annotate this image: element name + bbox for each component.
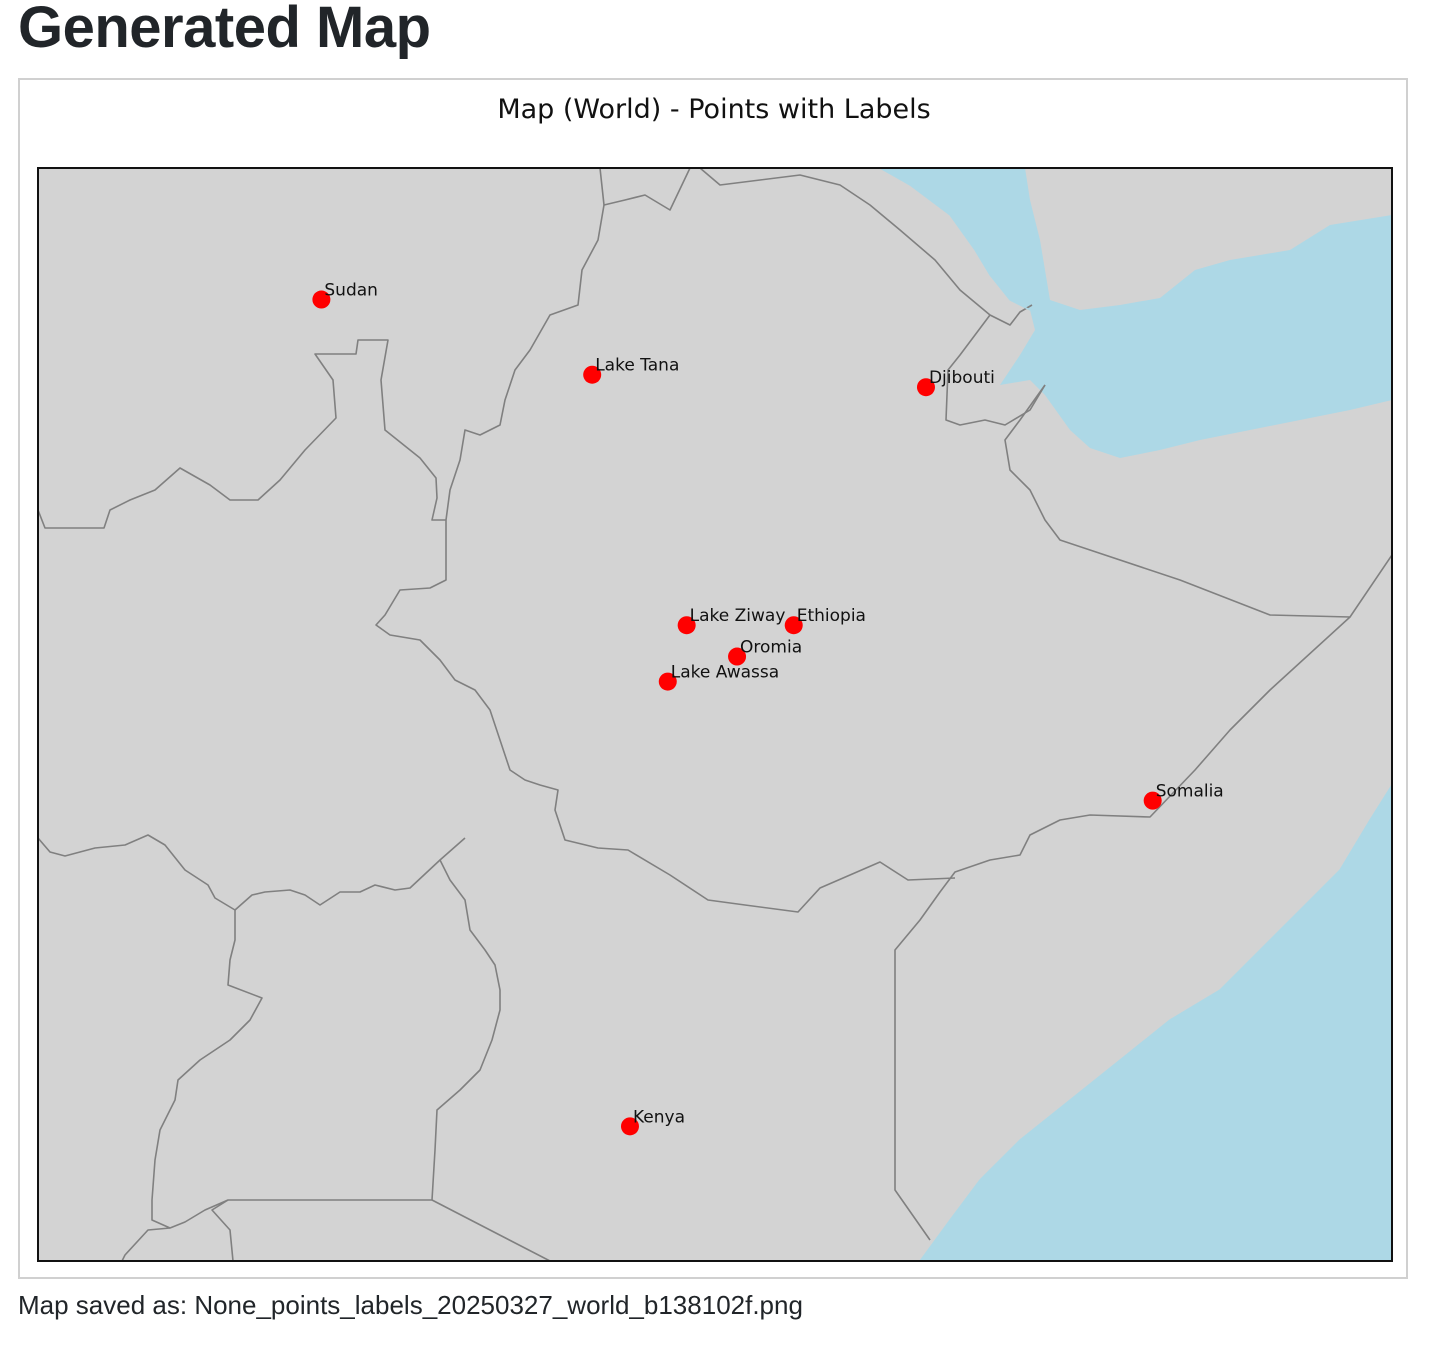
point-label-djibouti: Djibouti: [929, 368, 995, 388]
country-borders: [38, 168, 1392, 1261]
saved-caption: Map saved as: None_points_labels_2025032…: [18, 1290, 803, 1320]
point-label-lake-tana: Lake Tana: [595, 356, 679, 376]
map-area: [38, 168, 1392, 1261]
point-label-oromia: Oromia: [740, 638, 802, 658]
points-layer: Sudan Lake Tana Djibouti Ethiopia Lake Ziway…: [312, 281, 1224, 1136]
page-title: Generated Map: [18, 0, 431, 60]
point-marker-sudan: [312, 290, 331, 309]
point-marker-lake-awassa: [658, 672, 677, 691]
coastline: [879, 168, 1392, 1261]
point-label-sudan: Sudan: [324, 281, 378, 301]
map-canvas: Map (World) - Points with Labels: [37, 94, 1393, 1262]
point-label-lake-awassa: Lake Awassa: [671, 663, 779, 683]
point-marker-somalia: [1143, 791, 1162, 810]
point-marker-ethiopia: [784, 616, 803, 635]
gulf-of-aden: [880, 168, 1392, 458]
point-marker-kenya: [620, 1117, 639, 1136]
point-marker-djibouti: [916, 378, 935, 397]
map-frame: [37, 167, 1393, 1262]
indian-ocean: [920, 785, 1392, 1261]
map-title: Map (World) - Points with Labels: [497, 94, 930, 125]
map-figure: Map (World) - Points with Labels: [18, 78, 1408, 1279]
point-marker-lake-tana: [583, 365, 602, 384]
point-label-ethiopia: Ethiopia: [797, 606, 866, 626]
point-marker-oromia: [728, 647, 747, 666]
point-label-somalia: Somalia: [1156, 782, 1224, 802]
point-label-kenya: Kenya: [633, 1107, 685, 1127]
point-marker-lake-ziway: [677, 616, 696, 635]
point-label-lake-ziway: Lake Ziway: [690, 606, 786, 626]
